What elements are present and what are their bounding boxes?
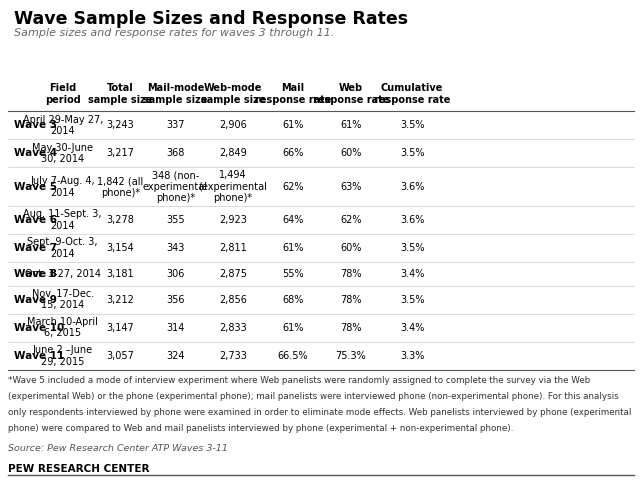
Text: 3.4%: 3.4%: [400, 323, 424, 333]
Text: 61%: 61%: [340, 121, 362, 130]
Text: Aug. 11-Sept. 3,
2014: Aug. 11-Sept. 3, 2014: [24, 210, 102, 231]
Text: 66.5%: 66.5%: [278, 351, 308, 361]
Text: 3.6%: 3.6%: [400, 215, 424, 225]
Text: *Wave 5 included a mode of interview experiment where Web panelists were randoml: *Wave 5 included a mode of interview exp…: [8, 376, 591, 385]
Text: 337: 337: [166, 121, 184, 130]
Text: 3.4%: 3.4%: [400, 269, 424, 279]
Text: 356: 356: [166, 295, 184, 304]
Text: 3.5%: 3.5%: [400, 121, 424, 130]
Text: March 10-April
6, 2015: March 10-April 6, 2015: [28, 317, 98, 338]
Text: 3,243: 3,243: [106, 121, 134, 130]
Text: Wave 7: Wave 7: [14, 243, 57, 253]
Text: 1,842 (all
phone)*: 1,842 (all phone)*: [97, 176, 143, 197]
Text: 68%: 68%: [282, 295, 304, 304]
Text: 1,494
(experimental
phone)*: 1,494 (experimental phone)*: [198, 170, 268, 203]
Text: Mail-mode
sample size: Mail-mode sample size: [143, 83, 207, 105]
Text: Wave 4: Wave 4: [14, 149, 57, 158]
Text: PEW RESEARCH CENTER: PEW RESEARCH CENTER: [8, 464, 150, 474]
Text: 3.3%: 3.3%: [400, 351, 424, 361]
Text: 60%: 60%: [340, 243, 362, 253]
Text: July 7-Aug. 4,
2014: July 7-Aug. 4, 2014: [31, 176, 95, 197]
Text: 2,923: 2,923: [219, 215, 247, 225]
Text: 66%: 66%: [282, 149, 304, 158]
Text: 75.3%: 75.3%: [335, 351, 366, 361]
Text: 78%: 78%: [340, 295, 362, 304]
Text: Sample sizes and response rates for waves 3 through 11.: Sample sizes and response rates for wave…: [14, 28, 335, 38]
Text: 3.5%: 3.5%: [400, 149, 424, 158]
Text: 78%: 78%: [340, 323, 362, 333]
Text: 62%: 62%: [340, 215, 362, 225]
Text: 343: 343: [166, 243, 184, 253]
Text: April 29-May 27,
2014: April 29-May 27, 2014: [22, 115, 103, 136]
Text: 3,057: 3,057: [106, 351, 134, 361]
Text: 64%: 64%: [282, 215, 304, 225]
Text: 3.5%: 3.5%: [400, 295, 424, 304]
Text: 78%: 78%: [340, 269, 362, 279]
Text: Wave 11: Wave 11: [14, 351, 65, 361]
Text: 3,181: 3,181: [106, 269, 134, 279]
Text: 314: 314: [166, 323, 184, 333]
Text: Total
sample size: Total sample size: [88, 83, 152, 105]
Text: 2,856: 2,856: [219, 295, 247, 304]
Text: 2,733: 2,733: [219, 351, 247, 361]
Text: Web
response rate: Web response rate: [312, 83, 389, 105]
Text: 355: 355: [166, 215, 185, 225]
Text: 2,875: 2,875: [219, 269, 247, 279]
Text: (experimental Web) or the phone (experimental phone); mail panelists were interv: (experimental Web) or the phone (experim…: [8, 392, 619, 401]
Text: Wave 10: Wave 10: [14, 323, 65, 333]
Text: 63%: 63%: [340, 182, 362, 192]
Text: 306: 306: [166, 269, 184, 279]
Text: Wave 3: Wave 3: [14, 121, 57, 130]
Text: June 2 –June
29, 2015: June 2 –June 29, 2015: [33, 345, 93, 366]
Text: Wave 5: Wave 5: [14, 182, 57, 192]
Text: May 30-June
30, 2014: May 30-June 30, 2014: [32, 143, 93, 164]
Text: 61%: 61%: [282, 323, 304, 333]
Text: 61%: 61%: [282, 243, 304, 253]
Text: 368: 368: [166, 149, 184, 158]
Text: Web-mode
sample size: Web-mode sample size: [201, 83, 265, 105]
Text: only respondents interviewed by phone were examined in order to eliminate mode e: only respondents interviewed by phone we…: [8, 408, 632, 417]
Text: Sept. 9-Oct. 3,
2014: Sept. 9-Oct. 3, 2014: [28, 238, 98, 259]
Text: 2,906: 2,906: [219, 121, 247, 130]
Text: Field
period: Field period: [45, 83, 81, 105]
Text: 2,849: 2,849: [219, 149, 247, 158]
Text: 3,154: 3,154: [106, 243, 134, 253]
Text: Wave 8: Wave 8: [14, 269, 57, 279]
Text: Nov. 17-Dec.
15, 2014: Nov. 17-Dec. 15, 2014: [31, 289, 94, 310]
Text: 55%: 55%: [282, 269, 304, 279]
Text: 348 (non-
experimental
phone)*: 348 (non- experimental phone)*: [143, 170, 208, 203]
Text: 3,217: 3,217: [106, 149, 134, 158]
Text: Wave 6: Wave 6: [14, 215, 57, 225]
Text: 60%: 60%: [340, 149, 362, 158]
Text: 2,811: 2,811: [219, 243, 247, 253]
Text: 324: 324: [166, 351, 184, 361]
Text: Wave 9: Wave 9: [14, 295, 57, 304]
Text: 3,278: 3,278: [106, 215, 134, 225]
Text: 3.5%: 3.5%: [400, 243, 424, 253]
Text: 62%: 62%: [282, 182, 304, 192]
Text: 3,147: 3,147: [106, 323, 134, 333]
Text: Wave Sample Sizes and Response Rates: Wave Sample Sizes and Response Rates: [14, 10, 408, 28]
Text: Mail
response rate: Mail response rate: [255, 83, 332, 105]
Text: 2,833: 2,833: [219, 323, 247, 333]
Text: Oct. 3-27, 2014: Oct. 3-27, 2014: [25, 269, 100, 279]
Text: 3,212: 3,212: [106, 295, 134, 304]
Text: 61%: 61%: [282, 121, 304, 130]
Text: Source: Pew Research Center ATP Waves 3-11: Source: Pew Research Center ATP Waves 3-…: [8, 444, 228, 454]
Text: Cumulative
response rate: Cumulative response rate: [374, 83, 451, 105]
Text: phone) were compared to Web and mail panelists interviewed by phone (experimenta: phone) were compared to Web and mail pan…: [8, 424, 514, 433]
Text: 3.6%: 3.6%: [400, 182, 424, 192]
